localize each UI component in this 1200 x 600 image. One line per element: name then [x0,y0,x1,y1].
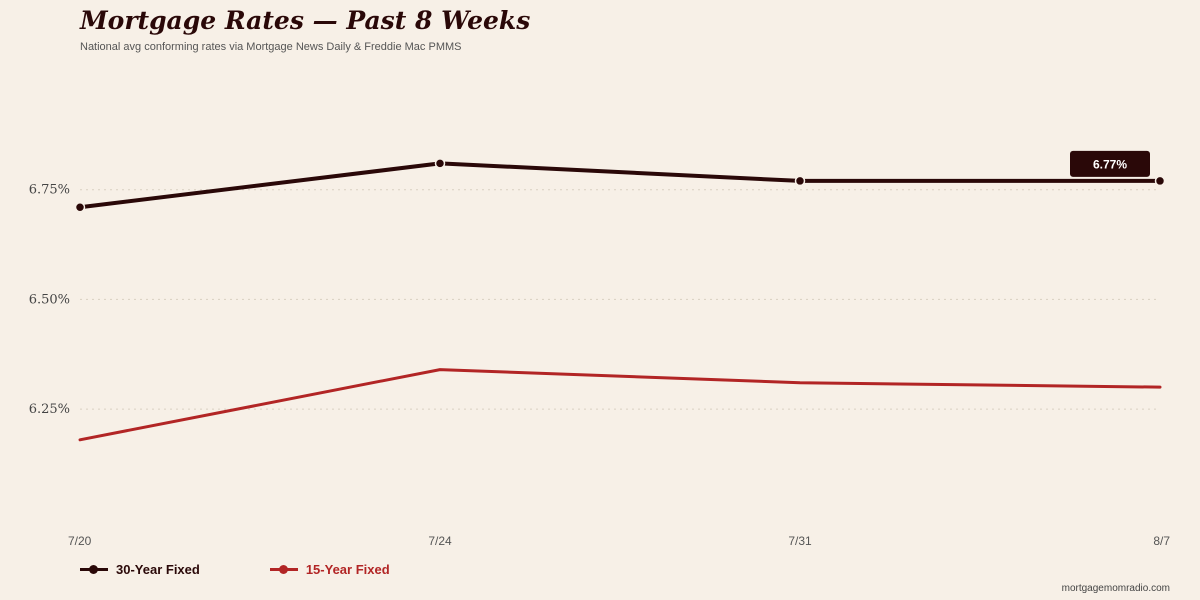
data-point[interactable] [74,201,86,213]
y-tick-label: 6.25% [29,402,70,417]
legend-label-30-year: 30-Year Fixed [116,562,200,577]
y-tick-label: 6.50% [29,292,70,307]
source-footer: mortgagemomradio.com [1061,583,1170,594]
value-callout [1070,150,1150,177]
legend-swatch-15-year [269,565,298,574]
legend-label-15-year: 15-Year Fixed [305,562,390,577]
data-point[interactable] [1154,175,1166,187]
data-point[interactable] [434,158,446,169]
x-tick-label: 7/24 [428,534,452,548]
x-tick-label: 8/7 [1153,534,1170,548]
data-point[interactable] [794,175,806,187]
y-axis-ticks: 6.25% 6.50% 6.75% [29,183,70,417]
x-tick-label: 7/31 [788,534,812,548]
chart-title: Mortgage Rates — Past 8 Weeks [80,6,531,35]
x-axis-ticks: 7/20 7/24 7/31 8/7 [68,534,1170,548]
series-line-15-year [78,368,1162,442]
x-tick-label: 7/20 [68,534,92,548]
series-layer [74,158,1166,442]
legend-item-15-year[interactable]: 15-Year Fixed [269,562,390,577]
legend-item-30-year[interactable]: 30-Year Fixed [80,562,200,577]
legend: 30-Year Fixed 15-Year Fixed [80,562,390,577]
series-line-30-year [78,161,1162,210]
y-tick-label: 6.75% [29,183,70,198]
annotation-layer: 6.77% [1070,150,1150,177]
grid-layer [80,189,1160,410]
value-callout-label: 6.77% [1093,157,1127,171]
line-chart: 6.25% 6.50% 6.75% 7/20 7/24 7/31 8/7 6.77% [29,150,1170,548]
chart-subtitle: National avg conforming rates via Mortga… [80,41,462,53]
legend-swatch-30-year [80,565,108,574]
